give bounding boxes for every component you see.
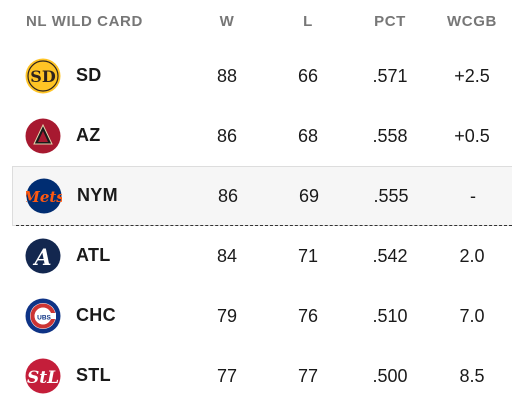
standings-row-nym[interactable]: Mets NYM 86 69 .555 - <box>12 166 512 226</box>
standings-header: NL WILD CARD W L PCT WCGB <box>0 0 512 47</box>
diamondbacks-logo-icon <box>25 118 61 154</box>
wins-value: 77 <box>216 366 238 386</box>
svg-text:Mets: Mets <box>26 188 62 206</box>
wcgb-value: - <box>470 186 476 206</box>
wins-value: 79 <box>216 306 238 326</box>
column-header-wins[interactable]: W <box>219 13 235 30</box>
wins-value: 84 <box>216 246 238 266</box>
wcgb-value: 2.0 <box>459 246 485 266</box>
team-abbr: SD <box>76 65 102 85</box>
standings-title: NL WILD CARD <box>26 13 143 30</box>
losses-value: 69 <box>298 186 320 206</box>
cubs-logo-icon: UBS <box>25 298 61 334</box>
mets-logo-icon: Mets <box>26 178 62 214</box>
standings-row-atl[interactable]: A ATL 84 71 .542 2.0 <box>0 226 512 286</box>
team-abbr: NYM <box>77 185 118 205</box>
cardinals-logo-icon: StL <box>25 358 61 394</box>
wcgb-value: +2.5 <box>454 66 490 86</box>
column-header-pct[interactable]: PCT <box>374 13 406 30</box>
svg-text:StL: StL <box>27 368 59 388</box>
wild-card-cutline <box>16 225 512 226</box>
losses-value: 68 <box>297 126 319 146</box>
wins-value: 86 <box>217 186 239 206</box>
svg-text:A: A <box>32 245 51 271</box>
column-header-losses[interactable]: L <box>303 13 313 30</box>
svg-text:UBS: UBS <box>37 315 51 322</box>
column-header-wcgb[interactable]: WCGB <box>447 13 497 30</box>
team-abbr: AZ <box>76 125 101 145</box>
standings-row-sd[interactable]: SD SD 88 66 .571 +2.5 <box>0 46 512 106</box>
pct-value: .558 <box>372 126 408 146</box>
wins-value: 88 <box>216 66 238 86</box>
padres-logo-icon: SD <box>25 58 61 94</box>
team-abbr: CHC <box>76 305 116 325</box>
losses-value: 77 <box>297 366 319 386</box>
losses-value: 71 <box>297 246 319 266</box>
standings-row-az[interactable]: AZ 86 68 .558 +0.5 <box>0 106 512 166</box>
standings-row-chc[interactable]: UBS CHC 79 76 .510 7.0 <box>0 286 512 346</box>
pct-value: .510 <box>372 306 408 326</box>
braves-logo-icon: A <box>25 238 61 274</box>
pct-value: .571 <box>372 66 408 86</box>
wcgb-value: 7.0 <box>459 306 485 326</box>
wins-value: 86 <box>216 126 238 146</box>
losses-value: 66 <box>297 66 319 86</box>
svg-text:SD: SD <box>30 67 56 86</box>
pct-value: .555 <box>373 186 409 206</box>
team-abbr: STL <box>76 365 111 385</box>
standings-row-stl[interactable]: StL STL 77 77 .500 8.5 <box>0 346 512 400</box>
team-abbr: ATL <box>76 245 111 265</box>
pct-value: .542 <box>372 246 408 266</box>
pct-value: .500 <box>372 366 408 386</box>
losses-value: 76 <box>297 306 319 326</box>
wcgb-value: 8.5 <box>459 366 485 386</box>
wcgb-value: +0.5 <box>454 126 490 146</box>
